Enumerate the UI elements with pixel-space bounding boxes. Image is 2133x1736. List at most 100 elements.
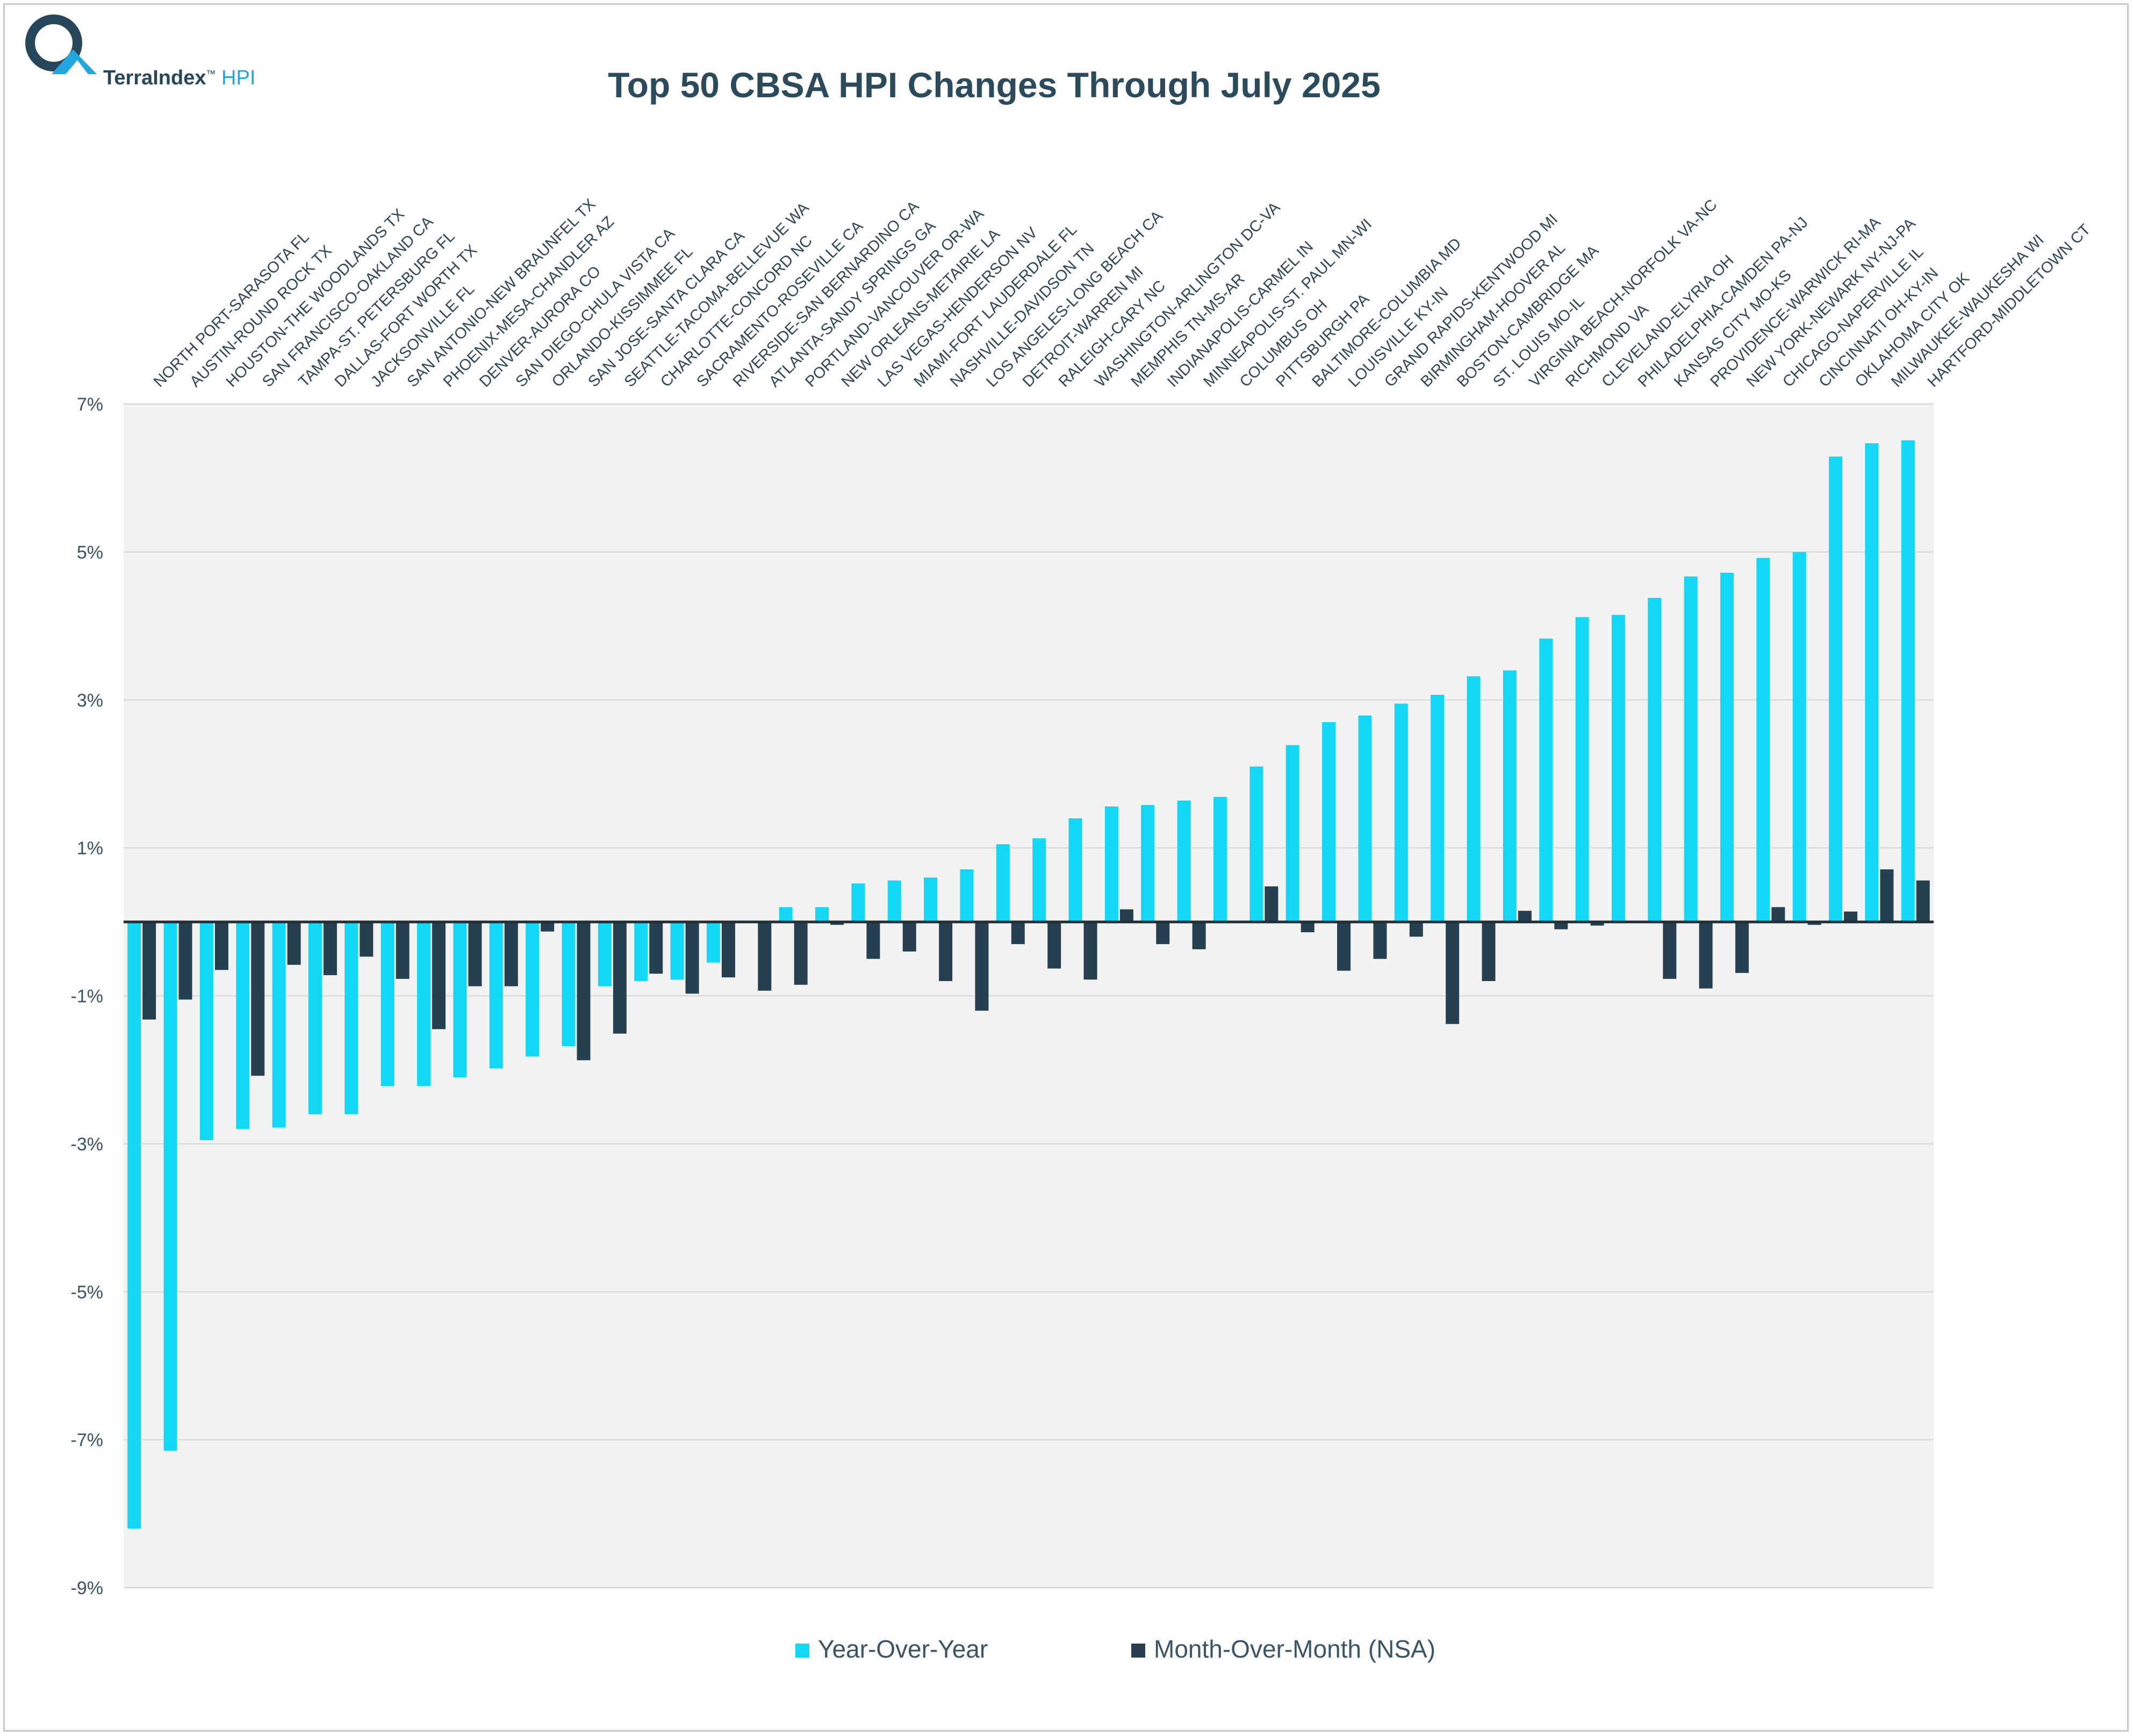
- bar-month-over-month: [1337, 921, 1351, 971]
- bar-month-over-month: [142, 921, 156, 1020]
- bar-year-over-year: [1249, 766, 1263, 922]
- bar-year-over-year: [1285, 745, 1299, 922]
- bar-month-over-month: [975, 921, 989, 1011]
- bar-year-over-year: [1829, 456, 1843, 922]
- bar-month-over-month: [504, 921, 518, 986]
- bar-year-over-year: [453, 921, 467, 1077]
- bar-month-over-month: [1590, 921, 1604, 926]
- logo-brand: TerraIndex: [103, 67, 206, 89]
- bar-month-over-month: [1916, 880, 1930, 922]
- y-tick-label: 7%: [77, 394, 103, 415]
- bar-year-over-year: [308, 921, 322, 1114]
- bar-year-over-year: [1358, 715, 1372, 922]
- bar-month-over-month: [1265, 886, 1279, 922]
- bar-month-over-month: [432, 921, 446, 1029]
- bar-month-over-month: [251, 921, 265, 1076]
- y-tick-label: -7%: [71, 1430, 103, 1451]
- bar-year-over-year: [1141, 805, 1155, 922]
- bar-month-over-month: [721, 921, 735, 978]
- y-tick-label: -1%: [71, 986, 103, 1007]
- bar-month-over-month: [939, 921, 953, 981]
- bar-year-over-year: [1213, 797, 1227, 922]
- logo-hpi: HPI: [221, 67, 256, 89]
- bar-year-over-year: [526, 921, 540, 1057]
- bar-month-over-month: [1699, 921, 1713, 989]
- bar-month-over-month: [1554, 921, 1568, 930]
- bar-month-over-month: [1663, 921, 1677, 979]
- legend-label-month-over-month: Month-Over-Month (NSA): [1154, 1635, 1435, 1663]
- bar-year-over-year: [1865, 443, 1879, 922]
- bar-year-over-year: [1575, 617, 1589, 922]
- bar-year-over-year: [199, 921, 213, 1140]
- bar-year-over-year: [127, 921, 141, 1529]
- y-tick-label: -9%: [71, 1578, 103, 1598]
- terraindex-logo: TerraIndex™ HPI: [21, 11, 255, 89]
- bar-month-over-month: [541, 921, 555, 932]
- bar-month-over-month: [1156, 921, 1170, 945]
- bar-month-over-month: [1409, 921, 1423, 937]
- chart-title: Top 50 CBSA HPI Changes Through July 202…: [608, 65, 1381, 105]
- logo-wordmark: TerraIndex™ HPI: [103, 67, 255, 90]
- bar-month-over-month: [685, 921, 699, 994]
- bar-year-over-year: [670, 921, 684, 980]
- legend-label-year-over-year: Year-Over-Year: [818, 1635, 988, 1663]
- bar-year-over-year: [236, 921, 250, 1129]
- bar-year-over-year: [272, 921, 286, 1128]
- y-tick-label: 3%: [77, 690, 103, 711]
- bar-year-over-year: [960, 869, 974, 922]
- y-tick-label: 1%: [77, 838, 103, 859]
- bar-year-over-year: [344, 921, 358, 1114]
- bar-month-over-month: [577, 921, 591, 1061]
- bar-month-over-month: [794, 921, 808, 985]
- bar-year-over-year: [1104, 806, 1118, 922]
- bar-year-over-year: [1177, 801, 1191, 922]
- bar-month-over-month: [1844, 911, 1858, 922]
- bar-year-over-year: [163, 921, 177, 1451]
- bar-year-over-year: [887, 880, 901, 922]
- bar-month-over-month: [1807, 921, 1821, 925]
- bar-year-over-year: [1720, 572, 1734, 922]
- bar-year-over-year: [706, 921, 720, 963]
- bar-year-over-year: [380, 921, 394, 1086]
- bar-year-over-year: [1648, 597, 1662, 922]
- bar-month-over-month: [360, 921, 374, 957]
- bar-month-over-month: [902, 921, 916, 952]
- bar-month-over-month: [1119, 909, 1133, 922]
- bar-year-over-year: [1792, 552, 1806, 922]
- bar-year-over-year: [489, 921, 503, 1069]
- bar-month-over-month: [1301, 921, 1315, 933]
- bar-year-over-year: [815, 907, 829, 922]
- bar-year-over-year: [1756, 558, 1770, 922]
- bar-month-over-month: [1373, 921, 1387, 959]
- bar-month-over-month: [1771, 907, 1785, 922]
- terraindex-q-icon: [25, 15, 97, 74]
- bar-year-over-year: [598, 921, 612, 986]
- bar-year-over-year: [1431, 695, 1445, 922]
- bar-month-over-month: [613, 921, 627, 1034]
- bar-year-over-year: [1068, 818, 1082, 922]
- bar-year-over-year: [1467, 676, 1481, 922]
- y-tick-label: -3%: [71, 1134, 103, 1155]
- y-tick-label: -5%: [71, 1282, 103, 1302]
- bar-month-over-month: [1735, 921, 1749, 973]
- bar-month-over-month: [1047, 921, 1061, 969]
- bar-year-over-year: [1611, 615, 1625, 922]
- bar-year-over-year: [851, 883, 865, 922]
- bar-month-over-month: [1446, 921, 1460, 1024]
- bar-year-over-year: [779, 907, 793, 922]
- bar-month-over-month: [323, 921, 337, 975]
- bar-month-over-month: [396, 921, 410, 979]
- bar-month-over-month: [1192, 921, 1206, 949]
- bar-year-over-year: [1539, 638, 1553, 922]
- bar-year-over-year: [1394, 703, 1408, 922]
- bar-year-over-year: [1684, 576, 1698, 922]
- bar-month-over-month: [287, 921, 301, 965]
- logo-tm: ™: [206, 68, 216, 80]
- y-tick-label: 5%: [77, 542, 103, 563]
- bar-month-over-month: [468, 921, 482, 986]
- bar-year-over-year: [417, 921, 431, 1086]
- bar-year-over-year: [924, 877, 938, 922]
- bar-month-over-month: [178, 921, 192, 1000]
- bar-year-over-year: [1322, 722, 1336, 922]
- bar-year-over-year: [562, 921, 576, 1047]
